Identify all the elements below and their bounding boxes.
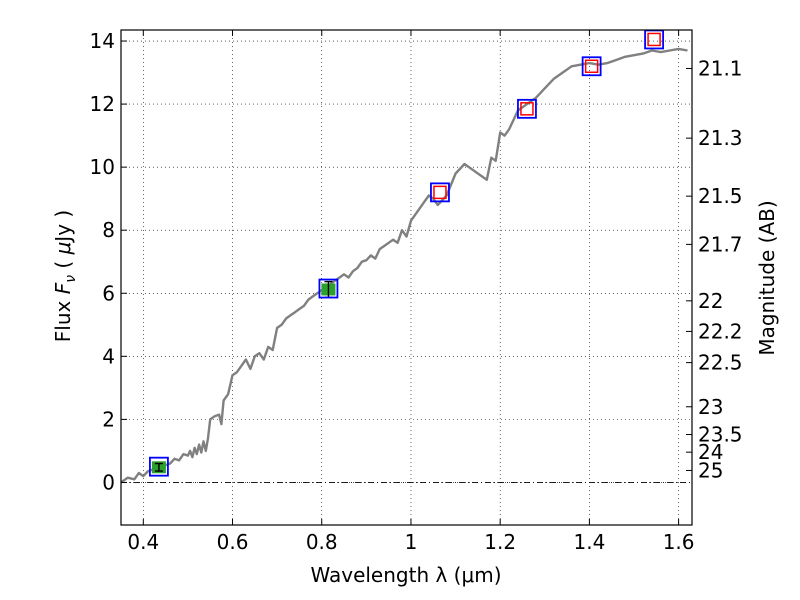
magnitude-tick-label: 22.2: [698, 319, 743, 343]
y-tick-label: 12: [90, 92, 115, 116]
y-tick-label: 8: [102, 218, 115, 242]
plot-frame: [120, 29, 693, 526]
magnitude-tick-label: 24: [698, 440, 723, 464]
magnitude-tick-label: 22: [698, 289, 723, 313]
x-tick-label: 1: [405, 530, 418, 554]
magnitude-tick-label: 21.5: [698, 184, 743, 208]
model-point: [581, 56, 602, 77]
model-point: [517, 98, 537, 119]
magnitude-tick-label: 23.5: [698, 423, 743, 447]
y-tick-label: 6: [102, 281, 115, 305]
magnitude-axis-label: Magnitude (AB): [755, 200, 779, 355]
x-tick-label: 1.6: [663, 530, 695, 554]
synthetic-point: [520, 102, 534, 116]
x-tick-label: 0.4: [127, 530, 159, 554]
y-tick-label: 14: [90, 29, 115, 53]
magnitude-tick-label: 21.3: [698, 126, 743, 150]
y-tick-label: 2: [102, 407, 115, 431]
model-point: [149, 456, 169, 477]
x-axis-label: Wavelength λ (μm): [310, 563, 501, 587]
magnitude-tick-label: 21.7: [698, 232, 743, 256]
magnitude-tick-label: 25: [698, 458, 723, 482]
y-tick-label: 4: [102, 344, 115, 368]
magnitude-tick-label: 23: [698, 395, 723, 419]
photometry-points: [149, 29, 664, 477]
x-axis-ticks: 0.4 0.6 0.8 1 1.2 1.4 1.6: [127, 30, 695, 554]
y-tick-label: 10: [90, 155, 115, 179]
x-tick-label: 0.8: [306, 530, 338, 554]
model-point: [430, 182, 450, 203]
y-axis-ticks: 0 2 4 6 8 10 12 14: [90, 29, 127, 494]
y-axis-label: Flux Fν ( μJy ): [51, 210, 79, 342]
synthetic-point: [584, 59, 599, 74]
grid-lines: [121, 30, 692, 525]
synthetic-point: [647, 32, 661, 47]
synthetic-point: [433, 185, 447, 200]
magnitude-tick-label: 21.1: [698, 56, 743, 80]
model-point: [318, 278, 339, 299]
magnitude-tick-label: 22.5: [698, 351, 743, 375]
x-tick-label: 0.6: [217, 530, 249, 554]
y-tick-label: 0: [102, 470, 115, 494]
x-tick-label: 1.2: [484, 530, 516, 554]
x-tick-label: 1.4: [573, 530, 605, 554]
